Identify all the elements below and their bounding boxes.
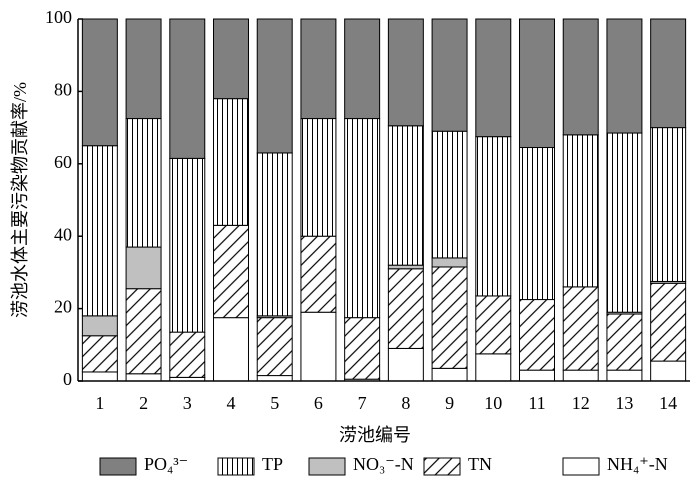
y-tick-label: 80 [54,80,72,100]
bar-segment [387,125,424,266]
bar-segment [256,317,293,377]
bar-segment [519,18,555,149]
y-tick-label: 40 [54,224,72,244]
bar-segment [125,373,162,382]
legend-swatch [308,457,346,476]
bar-segment [81,145,118,317]
x-tick-label: 10 [484,393,502,413]
bar-segment [213,98,249,226]
bar-segment [81,371,118,382]
bar-segment [650,127,687,282]
bar-segment [562,369,599,382]
legend-swatch [423,457,461,476]
bar-segment [125,246,162,290]
bar-segment [519,369,555,382]
legend-label: TP [262,454,283,474]
x-tick-label: 9 [445,393,454,413]
bar-segment [300,18,337,120]
x-tick-label: 12 [572,393,590,413]
bar-segment [125,288,162,375]
y-tick-label: 100 [45,7,72,27]
bar-segment [562,18,599,136]
x-tick-label: 4 [227,393,236,413]
bar-segment [431,18,468,132]
bar-segment [213,224,249,319]
bar-segment [213,317,249,382]
bar-segment [300,235,337,313]
bar-segment [387,347,424,382]
bar-segment [256,375,293,382]
bar-segment [125,18,162,120]
bar-segment [81,18,118,147]
bar-segment [650,282,687,362]
legend-label: PO₄³⁻ [144,454,188,474]
y-axis-title: 涝池水体主要污染物贡献率/% [10,82,30,318]
bar-segment [387,264,424,270]
x-tick-label: 1 [95,393,104,413]
bar-segment [475,295,512,355]
bar-segment [300,311,337,382]
bar-segment [431,367,468,382]
x-tick-label: 5 [270,393,279,413]
bar-segment [606,18,643,134]
x-tick-label: 3 [183,393,192,413]
bar-segment [562,286,599,371]
y-tick-label: 20 [54,297,72,317]
bar-segment [256,152,293,317]
bar-segment [169,18,206,159]
bar-segment [562,134,599,288]
x-tick-label: 8 [401,393,410,413]
bar-segment [650,360,687,382]
x-tick-label: 11 [528,393,545,413]
bar-segment [519,147,555,301]
bar-segment [431,266,468,369]
legend-label: NH₄⁺-N [607,454,668,474]
x-tick-label: 2 [139,393,148,413]
bar-segment [387,18,424,127]
bar-segment [213,18,249,100]
bar-segment [81,335,118,373]
legend-swatch [217,457,255,476]
bar-segment [300,118,337,237]
legend-swatch [99,457,137,476]
bar-segment [169,331,206,378]
bar-segment [606,313,643,371]
legend-swatch [562,457,600,476]
bar-segment [344,18,381,120]
bar-segment [606,132,643,313]
bar-segment [650,18,687,129]
bar-segment [81,315,118,337]
bar-segment [519,299,555,371]
x-tick-label: 6 [314,393,323,413]
bar-segment [475,353,512,382]
bar-segment [387,268,424,349]
bar-segment [475,136,512,297]
bar-segment [125,118,162,248]
bar-segment [344,317,381,380]
legend-label: NO₃⁻-N [353,454,414,474]
y-tick-label: 60 [54,152,72,172]
bar-segment [344,118,381,319]
bar-segment [431,257,468,268]
bar-segment [606,369,643,382]
x-axis-title: 涝池编号 [339,425,411,445]
x-tick-label: 7 [358,393,367,413]
legend-label: TN [468,454,492,474]
y-tick-label: 0 [63,369,72,389]
x-tick-label: 14 [659,393,677,413]
x-tick-label: 13 [615,393,633,413]
bar-segment [475,18,512,138]
bar-segment [169,157,206,333]
bar-segment [431,130,468,259]
bar-segment [256,18,293,154]
